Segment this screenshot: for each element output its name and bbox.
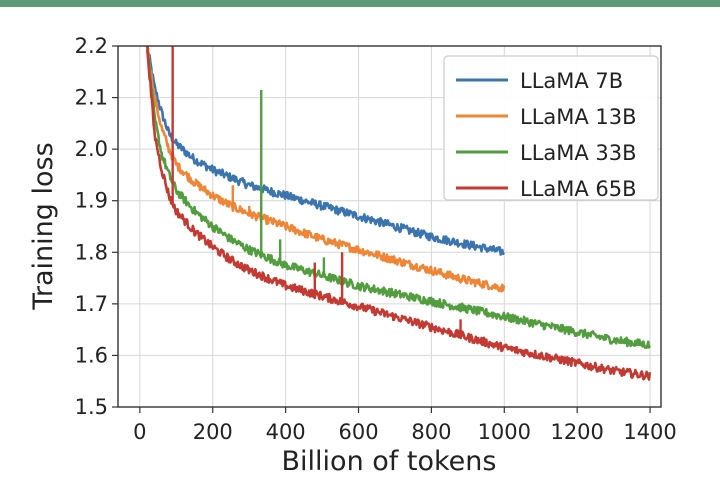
x-tick-label: 1000 [478,420,531,444]
y-tick-label: 2.2 [75,34,108,58]
series-line [146,46,652,381]
top-color-band [0,0,720,7]
y-axis-label: Training loss [28,142,59,310]
x-tick-label: 1400 [623,420,676,444]
series-line [146,47,506,293]
x-tick-label: 800 [411,420,451,444]
y-tick-label: 2.0 [75,137,108,161]
legend-entry-label: LLaMA 7B [520,69,623,93]
y-tick-label: 1.8 [75,240,108,264]
axis-ticks: 0 200 400 600 800 1000 1200 1400 1.5 1.6 1.7 1.8 1.9… [75,34,677,444]
series-llama-65b [146,46,652,381]
x-axis-label: Billion of tokens [282,446,497,476]
y-tick-label: 1.9 [75,189,108,213]
x-tick-label: 1200 [550,420,603,444]
x-tick-label: 600 [338,420,378,444]
y-tick-label: 2.1 [75,86,108,110]
legend-box [443,55,659,201]
y-tick-label: 1.7 [75,292,108,316]
series-llama-7b [146,46,506,256]
legend-entry-label: LLaMA 33B [520,141,637,165]
legend-entry-label: LLaMA 65B [520,177,637,201]
series-layer [145,46,652,381]
x-tick-label: 200 [193,420,233,444]
series-llama-13b [146,47,506,293]
x-tick-label: 400 [266,420,306,444]
y-tick-label: 1.5 [75,395,108,419]
legend-entry-label: LLaMA 13B [520,105,637,129]
legend: LLaMA 7B LLaMA 13B LLaMA 33B LLaMA 65B [443,55,659,201]
x-tick-label: 0 [133,420,146,444]
plot-frame [117,45,662,408]
series-llama-33b [145,49,651,349]
series-line [145,49,651,349]
series-line [146,46,506,256]
y-tick-label: 1.6 [75,343,108,367]
